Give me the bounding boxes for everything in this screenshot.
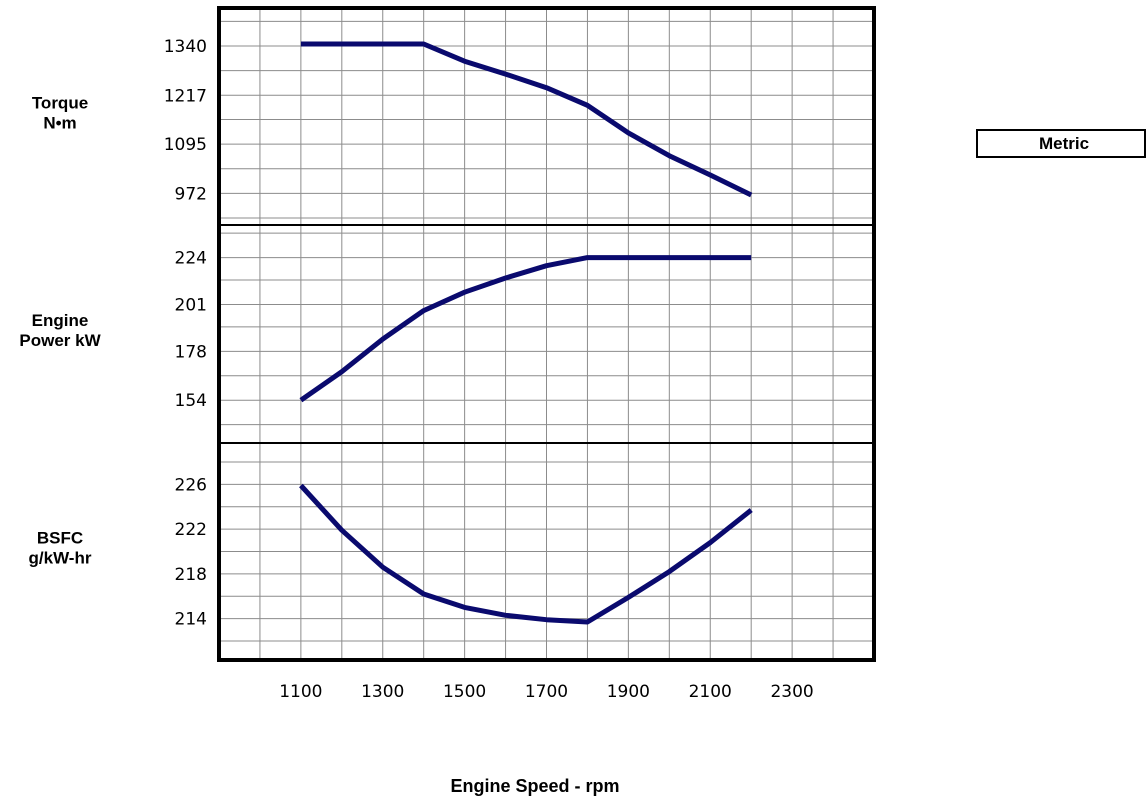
x-tick-label: 1700 [525,682,568,702]
panel-y-label: BSFC g/kW-hr [29,529,92,568]
series-line [299,483,753,625]
x-axis-title: Engine Speed - rpm [450,776,619,796]
y-tick-label: 154 [175,391,207,411]
panel-y-label-line: BSFC [37,529,83,548]
panel-y-label-line: Engine [32,311,89,330]
units-box-label: Metric [1039,134,1089,153]
y-tick-label: 178 [175,342,207,362]
panel-y-label-line: Power kW [19,331,101,350]
y-tick-label: 222 [175,520,207,540]
units-box-frame [976,129,1146,158]
y-tick-label: 224 [175,249,207,269]
grid-layer [219,8,874,660]
label-layer: 1100 1300 1500 1700 1900 2100 2300 Engine Speed… [19,37,813,796]
x-tick-label: 1900 [607,682,650,702]
units-box: Metric [976,129,1146,158]
x-tick-label: 1500 [443,682,486,702]
y-tick-label: 972 [175,184,207,204]
y-tick-label: 1095 [164,135,207,155]
plot-frame [217,6,876,662]
x-tick-label: 2300 [770,682,813,702]
series-line [300,41,753,198]
series-line [299,255,752,403]
x-tick-label: 1300 [361,682,404,702]
panel-y-label: Engine Power kW [19,311,101,350]
x-tick-label: 2100 [689,682,732,702]
y-tick-label: 214 [175,610,207,630]
frame-layer [217,6,876,662]
y-tick-label: 1217 [164,86,207,106]
y-tick-label: 218 [175,565,207,585]
y-tick-label: 226 [175,475,207,495]
series-layer [299,41,753,625]
panel-y-label-line: N•m [43,114,76,133]
x-tick-label: 1100 [279,682,322,702]
y-tick-label: 201 [175,295,207,315]
panel-y-label-line: g/kW-hr [29,549,92,568]
y-tick-label: 1340 [164,37,207,57]
panel-y-label: Torque N•m [32,94,88,133]
panel-y-label-line: Torque [32,94,88,113]
